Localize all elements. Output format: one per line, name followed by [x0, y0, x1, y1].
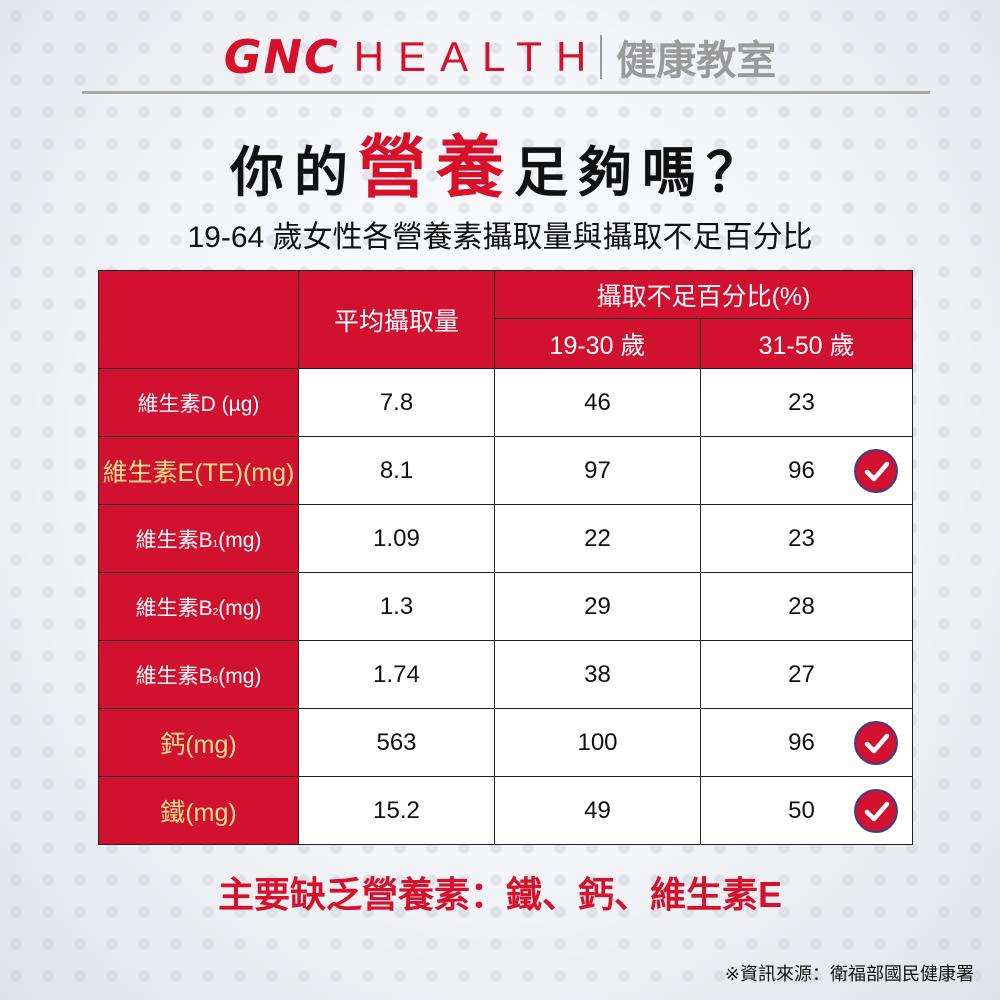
- avg-intake-value: 7.8: [379, 388, 414, 416]
- avg-intake-value: 563: [376, 728, 417, 756]
- pct-19-30-value: 49: [584, 796, 611, 824]
- table-row: 維生素B6(mg) 1.74 38 27: [98, 640, 914, 709]
- pct-19-30-value: 100: [577, 728, 618, 756]
- pct-19-30-cell: 29: [494, 572, 701, 641]
- nutrient-label: 鈣(mg): [98, 708, 299, 777]
- avg-intake-value: 1.74: [373, 660, 420, 688]
- pct-19-30-cell: 22: [494, 504, 701, 573]
- header-age-31-50: 31-50 歲: [699, 318, 914, 369]
- nutrient-name: 維生素B: [135, 528, 213, 552]
- header-rule: [82, 91, 930, 94]
- pct-19-30-value: 22: [584, 524, 611, 552]
- pct-19-30-cell: 38: [494, 640, 701, 709]
- avg-intake-value: 15.2: [373, 796, 420, 824]
- title-after: 足夠嗎？: [514, 143, 770, 203]
- brand-header: GNC HEALTH 健康教室: [0, 28, 1000, 86]
- table-row: 維生素D (µg) 7.8 46 23: [98, 368, 914, 437]
- pct-19-30-cell: 49: [494, 776, 701, 845]
- gnc-logo: GNC: [223, 30, 340, 84]
- pct-31-50-value: 50: [788, 796, 815, 824]
- pct-19-30-cell: 46: [494, 368, 701, 437]
- subtitle: 19-64 歲女性各營養素攝取量與攝取不足百分比: [187, 221, 813, 254]
- pct-31-50-cell: 23: [699, 368, 914, 437]
- pct-31-50-cell: 27: [699, 640, 914, 709]
- nutrition-table: 平均攝取量 攝取不足百分比(%) 19-30 歲 31-50 歲 維生素D (µ…: [98, 270, 914, 845]
- section-name: 健康教室: [616, 39, 777, 83]
- nutrient-unit: (mg): [218, 596, 262, 620]
- pct-31-50-cell: 50: [699, 776, 914, 845]
- pct-19-30-value: 38: [584, 660, 611, 688]
- nutrient-unit: (mg): [185, 730, 237, 759]
- nutrient-label: 鐵(mg): [98, 776, 299, 845]
- header-deficiency-pct: 攝取不足百分比(%): [493, 270, 914, 319]
- nutrient-unit: (mg): [185, 798, 237, 827]
- nutrient-unit: (mg): [218, 528, 262, 552]
- pct-31-50-cell: 96: [699, 708, 914, 777]
- pct-31-50-value: 27: [788, 660, 815, 688]
- page-title: 你的營養足夠嗎？: [0, 112, 1000, 211]
- pct-19-30-cell: 100: [494, 708, 701, 777]
- check-icon: [854, 720, 899, 765]
- logo-divider: [600, 35, 603, 79]
- table-row: 鐵(mg) 15.2 49 50: [98, 776, 914, 845]
- table-row: 維生素B2(mg) 1.3 29 28: [98, 572, 914, 641]
- nutrient-subscript: 6: [212, 674, 219, 686]
- avg-intake-cell: 1.3: [298, 572, 495, 641]
- pct-31-50-value: 28: [788, 592, 815, 620]
- nutrient-name: 維生素B: [135, 664, 213, 688]
- pct-19-30-value: 29: [584, 592, 611, 620]
- pct-19-30-cell: 97: [494, 436, 701, 505]
- title-before: 你的: [229, 143, 358, 203]
- check-icon: [854, 788, 899, 833]
- nutrient-label: 維生素B6(mg): [98, 640, 299, 709]
- avg-intake-value: 1.09: [373, 524, 420, 552]
- table-row: 鈣(mg) 563 100 96: [98, 708, 914, 777]
- pct-31-50-value: 23: [788, 524, 815, 552]
- avg-intake-cell: 8.1: [298, 436, 495, 505]
- pct-31-50-value: 23: [788, 388, 815, 416]
- table-row: 維生素B1(mg) 1.09 22 23: [98, 504, 914, 573]
- avg-intake-cell: 1.09: [298, 504, 495, 573]
- pct-31-50-cell: 23: [699, 504, 914, 573]
- source-note: ※資訊來源：衛福部國民健康署: [724, 964, 974, 984]
- title-highlight: 營養: [357, 130, 514, 206]
- header-avg-intake: 平均攝取量: [298, 270, 495, 369]
- avg-intake-value: 1.3: [379, 592, 414, 620]
- summary-text: 主要缺乏營養素：鐵、鈣、維生素E: [217, 874, 782, 915]
- pct-31-50-value: 96: [788, 728, 815, 756]
- check-icon: [854, 448, 899, 493]
- avg-intake-cell: 15.2: [298, 776, 495, 845]
- pct-31-50-value: 96: [788, 456, 815, 484]
- pct-19-30-value: 97: [584, 456, 611, 484]
- nutrient-name: 維生素B: [135, 596, 213, 620]
- avg-intake-value: 8.1: [379, 456, 414, 484]
- nutrient-name: 鐵: [160, 798, 186, 827]
- avg-intake-cell: 1.74: [298, 640, 495, 709]
- nutrient-name: 維生素D: [137, 392, 216, 416]
- nutrient-unit: (µg): [215, 392, 260, 416]
- nutrient-unit: (mg): [218, 664, 262, 688]
- header-age-19-30: 19-30 歲: [494, 318, 701, 369]
- avg-intake-cell: 563: [298, 708, 495, 777]
- nutrient-label: 維生素E(TE)(mg): [98, 436, 299, 505]
- pct-31-50-cell: 28: [699, 572, 914, 641]
- nutrient-name: 鈣: [160, 730, 186, 759]
- nutrient-subscript: 2: [212, 606, 219, 618]
- nutrient-label: 維生素D (µg): [98, 368, 299, 437]
- nutrient-subscript: 1: [212, 538, 219, 550]
- nutrient-unit: (TE)(mg): [194, 458, 295, 487]
- nutrient-label: 維生素B2(mg): [98, 572, 299, 641]
- nutrient-label: 維生素B1(mg): [98, 504, 299, 573]
- table-row: 維生素E(TE)(mg) 8.1 97 96: [98, 436, 914, 505]
- avg-intake-cell: 7.8: [298, 368, 495, 437]
- pct-19-30-value: 46: [584, 388, 611, 416]
- health-logo-text: HEALTH: [353, 33, 601, 80]
- pct-31-50-cell: 96: [699, 436, 914, 505]
- nutrient-name: 維生素E: [102, 458, 195, 487]
- header-empty: [98, 270, 299, 369]
